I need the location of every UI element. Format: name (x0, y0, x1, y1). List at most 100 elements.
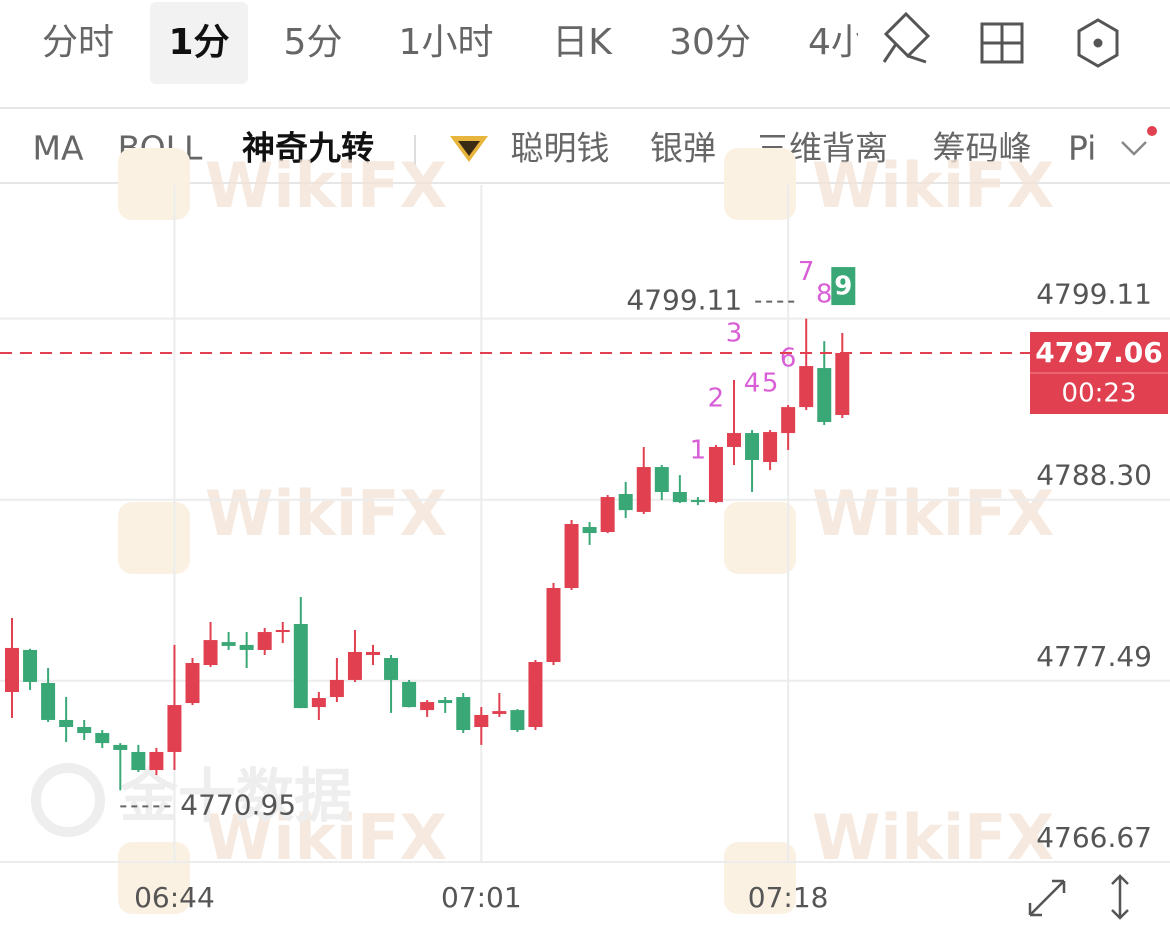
candle-body (113, 744, 128, 750)
scale-icon[interactable] (1111, 874, 1129, 920)
watermark-logo (31, 763, 105, 837)
candle-body (690, 500, 705, 503)
candle-body (347, 651, 362, 680)
candle-body (438, 700, 453, 704)
high-marker-label: 4799.11 (626, 284, 742, 317)
candle-body (149, 751, 164, 771)
tab[interactable]: 5分 (284, 22, 343, 63)
candle-body (329, 679, 344, 698)
td-label: 5 (762, 369, 779, 399)
x-tick-label: 07:18 (748, 881, 829, 914)
candle-body (564, 524, 579, 588)
diamond-icon (450, 136, 488, 162)
indicator-selected[interactable]: 神奇九转 (242, 129, 374, 168)
watermark: 金十数据 (120, 762, 352, 830)
watermark-logo (118, 842, 190, 914)
candle-body (221, 642, 236, 646)
candle-body (59, 719, 74, 728)
indicator[interactable]: 聪明钱 (511, 129, 610, 168)
watermark-logo (724, 502, 796, 574)
y-tick-label: 4788.30 (1036, 459, 1152, 492)
tab[interactable]: 日K (552, 22, 613, 63)
draw-icon[interactable] (882, 11, 931, 64)
layout-icon[interactable] (980, 22, 1024, 64)
tab[interactable]: 分时 (42, 22, 114, 63)
candle-body (582, 527, 597, 534)
candle-body (636, 467, 651, 512)
watermark-logo (118, 148, 190, 220)
settings-icon[interactable] (1077, 18, 1119, 68)
candle-body (311, 698, 326, 708)
last-price-label: 4797.06 (1035, 336, 1163, 369)
candle-body (763, 432, 778, 463)
x-tick-label: 07:01 (441, 881, 522, 914)
candle-body (420, 702, 435, 711)
expand-chevron[interactable] (1121, 141, 1147, 156)
watermark: WikiFX (205, 477, 447, 550)
td-label: 9 (834, 272, 852, 302)
tab[interactable]: 30分 (669, 22, 751, 63)
countdown-label: 00:23 (1062, 378, 1137, 408)
candle-body (672, 492, 687, 503)
td-box (831, 267, 856, 306)
candle-body (708, 446, 723, 503)
fullscreen-icon[interactable] (1028, 879, 1066, 917)
watermark-logo (724, 842, 796, 914)
candle-body (77, 727, 92, 734)
candle-body (293, 623, 308, 709)
low-marker-label: 4770.95 (180, 788, 296, 821)
candle-body (239, 644, 254, 650)
candle-body (654, 467, 669, 493)
indicator[interactable]: 银弹 (650, 129, 716, 168)
indicator[interactable]: MA (32, 129, 83, 168)
y-tick-label: 4799.11 (1036, 278, 1152, 311)
tab[interactable]: 1小时 (399, 22, 494, 63)
candle-body (366, 651, 380, 655)
watermark: WikiFX (812, 477, 1054, 550)
candle-body (528, 662, 543, 728)
candle-body (618, 494, 633, 511)
row-fade (1102, 112, 1170, 180)
watermark-logo (724, 148, 796, 220)
candle-body (257, 632, 272, 650)
candle-body (510, 710, 525, 731)
indicator[interactable]: Pi (1068, 129, 1096, 168)
candle-body (600, 497, 615, 533)
candle-body (727, 433, 741, 447)
y-tick-label: 4777.49 (1036, 640, 1152, 673)
watermark: WikiFX (812, 801, 1054, 874)
tab[interactable]: 4小 (808, 22, 867, 63)
candle-body (23, 649, 38, 682)
candle-body (167, 705, 182, 752)
selected-tab-bg (150, 2, 248, 84)
candle-body (131, 751, 146, 771)
candle-body (745, 433, 760, 461)
candle-body (275, 630, 290, 633)
candle-body (799, 366, 814, 408)
candle-body (456, 697, 471, 731)
td-label: 2 (708, 383, 725, 413)
watermark-logo (118, 502, 190, 574)
td-label: 4 (744, 369, 761, 399)
candle-body (185, 663, 200, 704)
td-label: 6 (780, 344, 797, 374)
indicator[interactable]: 筹码峰 (933, 129, 1032, 168)
candle-body (203, 640, 218, 666)
watermark: WikiFX (205, 149, 447, 222)
candle-body (835, 352, 850, 415)
watermark: WikiFX (812, 149, 1054, 222)
candle-body (5, 647, 19, 692)
candle-body (474, 714, 489, 728)
candle-body (402, 681, 417, 708)
candle-body (41, 682, 56, 720)
notice-dot (1147, 126, 1157, 136)
candle-body (95, 733, 110, 744)
candle-body (384, 657, 399, 680)
candlestick-chart: 4766.67 4777.49 4788.30 4799.11 06:44 07:01 07… (0, 185, 1170, 914)
candle-body (817, 368, 832, 423)
td-label: 7 (798, 257, 815, 287)
td-label: 3 (726, 318, 743, 348)
x-tick-label: 06:44 (134, 881, 215, 914)
tab-selected[interactable]: 1分 (168, 22, 229, 63)
